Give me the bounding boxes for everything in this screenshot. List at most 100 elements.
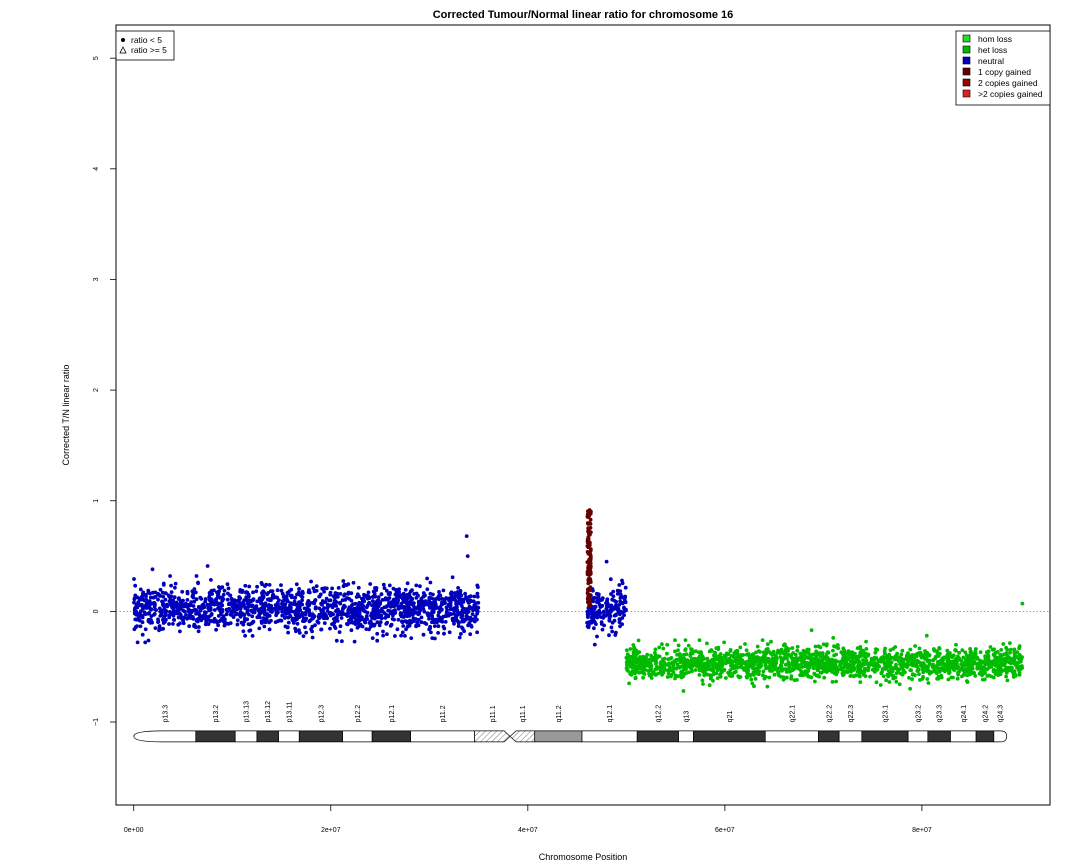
data-point (408, 600, 412, 605)
data-point (196, 580, 200, 585)
data-point (784, 675, 789, 680)
data-point (272, 607, 276, 611)
data-point (617, 603, 622, 607)
data-point (299, 594, 304, 598)
data-point (705, 672, 710, 677)
data-point (999, 648, 1004, 652)
data-point (656, 671, 660, 676)
data-point (587, 532, 591, 536)
data-point (428, 613, 432, 618)
data-point (769, 639, 773, 644)
data-point (163, 597, 168, 602)
data-point (310, 614, 315, 618)
data-point (875, 647, 880, 652)
data-point (761, 673, 765, 678)
data-point (372, 591, 377, 596)
shape-legend-label-dot: ratio < 5 (131, 35, 162, 45)
data-point (410, 597, 415, 601)
data-point (969, 649, 973, 654)
data-point (349, 618, 354, 623)
data-point (473, 614, 478, 619)
color-legend-box (955, 30, 1051, 106)
data-point (297, 615, 302, 620)
data-point (1009, 647, 1013, 652)
data-point (243, 633, 248, 638)
data-point (964, 653, 969, 658)
data-point (157, 624, 162, 628)
data-point (761, 650, 766, 655)
shape-legend: ratio < 5 ratio >= 5 (115, 30, 175, 61)
data-point (228, 621, 233, 625)
data-point (240, 603, 244, 608)
data-point (849, 673, 854, 678)
data-point (812, 652, 817, 657)
data-point (874, 656, 879, 660)
data-point (304, 630, 308, 635)
data-point (186, 603, 191, 607)
data-point (427, 627, 432, 632)
data-point (724, 661, 728, 666)
data-point (607, 611, 612, 616)
data-point (1001, 668, 1006, 673)
data-point (973, 674, 978, 678)
data-point (616, 606, 621, 611)
data-point (291, 616, 296, 621)
data-point (588, 517, 593, 522)
data-point (596, 597, 601, 601)
data-point (396, 598, 401, 603)
data-point (475, 594, 480, 599)
data-point (842, 648, 847, 653)
data-point (858, 680, 863, 684)
data-point (441, 614, 446, 619)
data-point (286, 609, 290, 613)
data-point (181, 608, 186, 613)
data-point (261, 589, 266, 594)
data-point (675, 652, 679, 657)
data-point (180, 617, 184, 621)
data-point (588, 548, 593, 553)
data-point (229, 609, 234, 614)
data-point (209, 613, 214, 617)
data-point (762, 676, 767, 681)
data-point (908, 658, 912, 663)
data-point (167, 599, 172, 604)
x-tick-label: 6e+07 (715, 827, 735, 834)
data-point (647, 672, 651, 676)
data-point (226, 586, 231, 591)
data-point (896, 670, 901, 674)
data-point (751, 652, 756, 657)
data-point (939, 659, 943, 664)
data-point (1004, 651, 1009, 656)
data-point (617, 583, 622, 587)
data-point (834, 665, 839, 670)
data-point (381, 633, 385, 638)
data-point (220, 585, 225, 590)
data-point (735, 648, 740, 653)
data-point (624, 666, 629, 670)
data-point (989, 665, 993, 669)
data-point (132, 610, 137, 615)
data-point (467, 604, 472, 609)
ideogram-band-label: p13.12 (265, 701, 272, 723)
data-point (194, 597, 199, 602)
data-point (438, 593, 443, 598)
data-point (167, 622, 171, 626)
data-point (452, 621, 456, 626)
data-point (171, 622, 175, 626)
data-point (734, 669, 738, 674)
data-point (756, 649, 761, 653)
data-point (864, 647, 869, 651)
data-point (749, 677, 754, 682)
data-point (139, 595, 144, 600)
data-point (241, 629, 246, 634)
data-point (196, 605, 201, 609)
data-point (300, 589, 305, 594)
data-point (300, 611, 305, 616)
data-point (192, 599, 197, 604)
data-point (460, 625, 464, 630)
data-point (701, 682, 705, 686)
data-point (405, 581, 410, 586)
data-point (821, 665, 826, 670)
data-point (586, 615, 590, 619)
data-point (874, 680, 879, 685)
